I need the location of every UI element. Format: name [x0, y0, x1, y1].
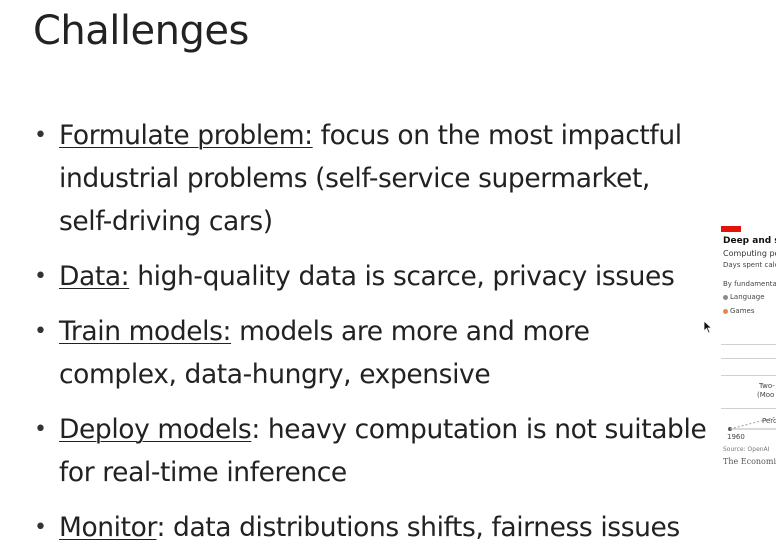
legend-label: Language — [730, 293, 765, 301]
mouse-cursor-icon — [703, 320, 713, 334]
bullet-term: Deploy models — [59, 414, 252, 445]
bullet-data: Data: high-quality data is scarce, priva… — [34, 255, 710, 298]
legend-item-language: Language — [723, 293, 765, 301]
figure-publisher: The Economist — [723, 457, 776, 466]
legend-dot-icon — [723, 308, 728, 314]
bullet-deploy-models: Deploy models: heavy computation is not … — [34, 408, 710, 494]
gridline — [721, 344, 776, 345]
figure-title: Deep and st — [723, 236, 776, 246]
axis-year-label: 1960 — [727, 433, 745, 441]
legend-item-games: Games — [723, 307, 755, 315]
bullet-train-models: Train models: models are more and more c… — [34, 310, 710, 396]
bullet-term: Formulate problem: — [59, 120, 313, 151]
gridline — [721, 375, 776, 376]
bullet-term: Train models: — [59, 316, 232, 347]
figure-subtitle-2: Days spent calcu — [723, 261, 776, 269]
figure-by-label: By fundamental — [723, 280, 776, 288]
gridline — [721, 408, 776, 409]
bullet-monitor: Monitor: data distributions shifts, fair… — [34, 506, 710, 549]
figure-accent-bar — [721, 226, 741, 232]
trend-line-svg — [728, 416, 776, 431]
legend-dot-icon — [723, 294, 728, 300]
slide-title: Challenges — [33, 8, 249, 54]
bullet-formulate-problem: Formulate problem: focus on the most imp… — [34, 114, 710, 243]
annotation-perc: Perc — [762, 417, 776, 425]
bullet-list: Formulate problem: focus on the most imp… — [34, 114, 710, 549]
bullet-text: : data distributions shifts, fairness is… — [156, 512, 680, 543]
bullet-term: Data: — [59, 261, 130, 292]
bullet-text: models are more and more complex, data-h… — [59, 316, 590, 390]
figure-subtitle: Computing pov — [723, 249, 776, 258]
bullet-text: : heavy computation is not suitable for … — [59, 414, 707, 488]
bullet-text: high-quality data is scarce, privacy iss… — [129, 261, 675, 292]
bullet-text: focus on the most impactful industrial p… — [59, 120, 682, 237]
embedded-chart-figure: Deep and st Computing pov Days spent cal… — [721, 226, 776, 471]
figure-source: Source: OpenAI — [723, 446, 770, 453]
bullet-term: Monitor — [59, 512, 157, 543]
gridline — [721, 358, 776, 359]
annotation-moore: (Moo — [757, 391, 775, 399]
legend-label: Games — [730, 307, 755, 315]
annotation-two: Two- — [759, 382, 775, 390]
